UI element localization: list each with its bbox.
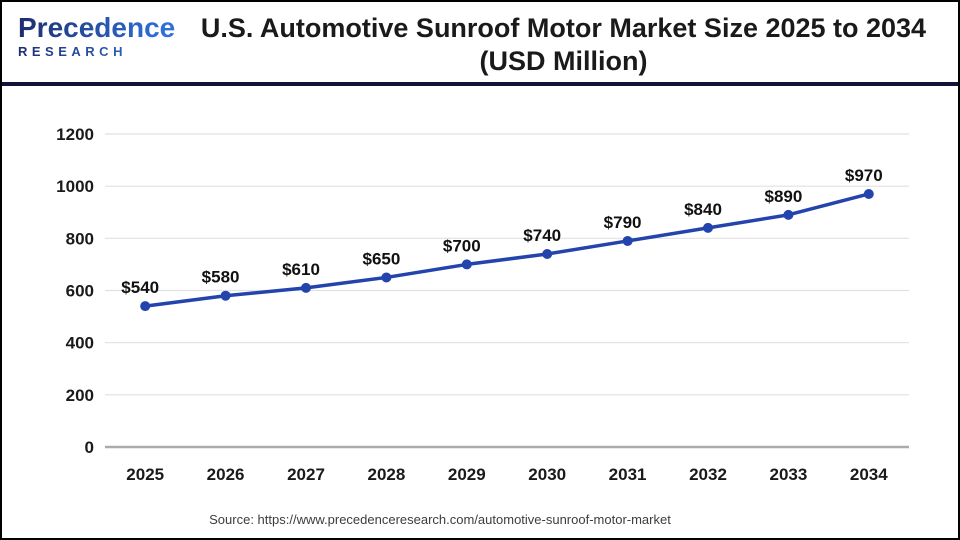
- header: Precedence RESEARCH U.S. Automotive Sunr…: [2, 2, 958, 82]
- line-chart-svg: 0 200 400 600 800 1000 1200 2025 2026 2027 2028 202…: [56, 125, 909, 484]
- title-line-2: (USD Million): [479, 46, 648, 76]
- precedence-research-logo: Precedence RESEARCH: [2, 2, 177, 59]
- data-point: [622, 235, 633, 246]
- value-label: $740: [523, 226, 561, 245]
- x-tick-label: 2032: [689, 465, 727, 484]
- data-point: [381, 272, 392, 283]
- value-label: $970: [845, 166, 883, 185]
- y-tick-label: 1200: [56, 125, 94, 144]
- x-tick-label: 2026: [207, 465, 245, 484]
- value-label: $580: [202, 268, 240, 287]
- value-label: $650: [362, 249, 400, 268]
- logo-subtitle: RESEARCH: [18, 45, 177, 58]
- value-label: $790: [604, 213, 642, 232]
- data-point: [461, 259, 472, 270]
- data-point: [783, 209, 794, 220]
- series-line: [143, 192, 871, 308]
- data-point: [140, 301, 151, 312]
- value-label: $610: [282, 260, 320, 279]
- value-label: $700: [443, 236, 481, 255]
- page-title: U.S. Automotive Sunroof Motor Market Siz…: [177, 2, 958, 78]
- x-tick-label: 2031: [609, 465, 647, 484]
- data-point: [703, 222, 713, 233]
- header-divider: [2, 82, 958, 86]
- y-tick-label: 200: [66, 386, 94, 405]
- y-tick-label: 800: [66, 229, 94, 248]
- y-tick-label: 600: [66, 282, 94, 301]
- value-label: $540: [121, 278, 159, 297]
- x-tick-label: 2025: [126, 465, 164, 484]
- x-tick-label: 2033: [769, 465, 807, 484]
- data-point: [301, 282, 311, 293]
- x-tick-label: 2027: [287, 465, 325, 484]
- y-tick-label: 0: [85, 438, 94, 457]
- data-point: [542, 248, 553, 259]
- x-tick-label: 2030: [528, 465, 566, 484]
- data-point: [863, 188, 874, 199]
- data-point: [220, 290, 231, 301]
- value-label: $840: [684, 200, 722, 219]
- x-tick-label: 2034: [850, 465, 888, 484]
- value-label: $890: [764, 187, 802, 206]
- y-tick-label: 1000: [56, 177, 94, 196]
- source-text: Source: https://www.precedenceresearch.c…: [209, 512, 671, 527]
- x-tick-label: 2029: [448, 465, 486, 484]
- logo-wordmark: Precedence: [18, 12, 176, 43]
- x-tick-label: 2028: [367, 465, 405, 484]
- y-tick-label: 400: [66, 334, 94, 353]
- title-line-1: U.S. Automotive Sunroof Motor Market Siz…: [200, 13, 927, 43]
- line-chart: 0 200 400 600 800 1000 1200 2025 2026 2027 2028 202…: [2, 86, 958, 510]
